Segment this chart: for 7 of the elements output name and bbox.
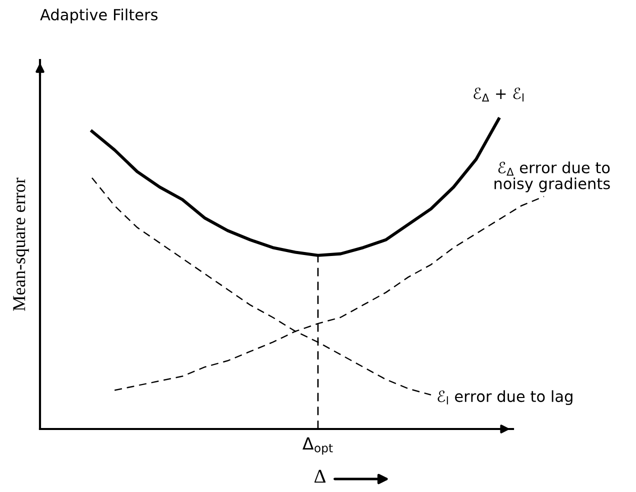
text: Δ$_{opt}$ [302,437,333,455]
chart-title: Adaptive Filters [40,8,158,24]
series-label: ℰ$_{Δ}$ + ℰ$_{l}$ [474,88,524,102]
series-label: ℰ$_{l}$ error due to lag [438,390,572,406]
y-axis-title: Mean-square error [13,178,29,311]
x-axis-title: Δ [314,470,326,483]
series-label: ℰ$_{Δ}$ error due to noisy gradients [494,162,610,192]
